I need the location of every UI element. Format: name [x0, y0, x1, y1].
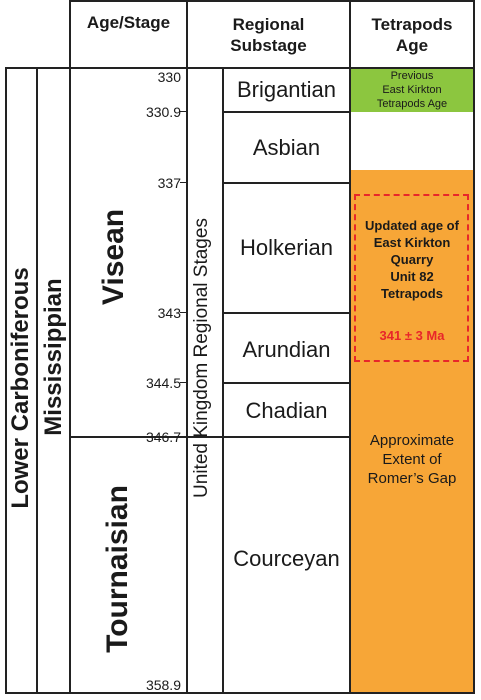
tick-344-5 [180, 382, 188, 383]
col-border-lc-miss [36, 67, 38, 694]
age-label-344-5: 344.5 [145, 375, 181, 391]
substage-courceyan: Courceyan [233, 546, 340, 571]
boundary-346-7 [69, 436, 351, 438]
label-mississippian: Mississippian [40, 278, 67, 436]
col-border-sub-tet [349, 0, 351, 694]
header-regional-substage: Regional Substage [230, 14, 307, 55]
age-label-358-9: 358.9 [145, 677, 181, 693]
previous-age-label: Previous East Kirkton Tetrapods Age [376, 70, 448, 110]
age-label-343: 343 [157, 305, 181, 321]
label-tournaisian: Tournaisian [101, 485, 134, 653]
col-border-right [473, 0, 475, 694]
col-border-uk-sub [222, 67, 224, 694]
substage-asbian: Asbian [252, 135, 321, 160]
table-bottom-border [5, 692, 475, 694]
age-label-346-7: 346.7 [145, 429, 181, 445]
label-visean: Visean [97, 208, 130, 306]
tick-330 [180, 68, 188, 69]
label-lower-carboniferous: Lower Carboniferous [7, 267, 34, 509]
tick-330-9 [180, 111, 188, 112]
tick-343 [180, 312, 188, 313]
header-bottom-border [5, 67, 475, 69]
romers-gap-box [351, 170, 473, 692]
substage-chadian: Chadian [245, 398, 328, 423]
boundary-330-9 [222, 111, 351, 113]
boundary-344-5 [222, 382, 351, 384]
header-age-stage: Age/Stage [86, 12, 171, 32]
age-label-337: 337 [157, 175, 181, 191]
updated-age-box [354, 194, 469, 362]
age-label-330: 330 [157, 69, 181, 85]
header-tetrapods-age: Tetrapods Age [371, 14, 453, 55]
previous-age-box [351, 69, 473, 112]
col-border-miss-age [69, 0, 71, 694]
substage-arundian: Arundian [242, 337, 331, 362]
updated-age-value: 341 ± 3 Ma [379, 328, 445, 343]
label-uk-regional-stages: United Kingdom Regional Stages [191, 218, 212, 498]
table-top-border [69, 0, 475, 2]
col-border-age-uk [186, 0, 188, 694]
boundary-337 [222, 182, 351, 184]
boundary-343 [222, 312, 351, 314]
substage-holkerian: Holkerian [240, 235, 333, 260]
substage-brigantian: Brigantian [236, 77, 337, 102]
age-label-330-9: 330.9 [145, 104, 181, 120]
col-border-left [5, 67, 7, 694]
tick-358-9 [180, 692, 188, 693]
romers-gap-label: Approximate Extent of Romer’s Gap [367, 432, 457, 487]
tick-337 [180, 182, 188, 183]
updated-age-label: Updated age of East Kirkton Quarry Unit … [365, 218, 459, 301]
